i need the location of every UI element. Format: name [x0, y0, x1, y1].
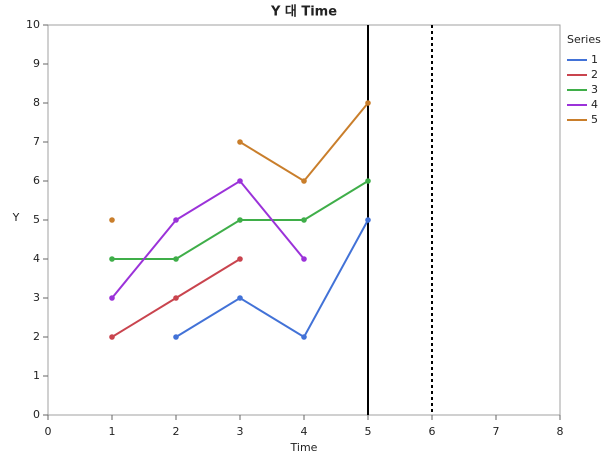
- y-tick-label: 9: [33, 57, 40, 70]
- data-point: [173, 295, 179, 301]
- y-tick-label: 4: [33, 252, 40, 265]
- legend-label: 2: [591, 68, 598, 81]
- y-tick-label: 8: [33, 96, 40, 109]
- y-tick-label: 10: [26, 18, 40, 31]
- data-point: [173, 217, 179, 223]
- chart-title: Y 대 Time: [270, 5, 337, 20]
- y-tick-label: 7: [33, 135, 40, 148]
- data-point: [237, 178, 243, 184]
- data-point: [237, 139, 243, 145]
- data-point: [365, 217, 371, 223]
- data-point: [237, 217, 243, 223]
- legend-title: Series: [567, 33, 601, 46]
- x-tick-label: 1: [109, 425, 116, 438]
- data-point: [109, 334, 115, 340]
- data-point: [109, 295, 115, 301]
- data-point: [365, 178, 371, 184]
- x-tick-label: 0: [45, 425, 52, 438]
- y-tick-label: 0: [33, 408, 40, 421]
- x-tick-label: 2: [173, 425, 180, 438]
- x-tick-label: 5: [365, 425, 372, 438]
- x-tick-label: 7: [493, 425, 500, 438]
- y-tick-label: 5: [33, 213, 40, 226]
- data-point: [301, 256, 307, 262]
- data-point: [173, 334, 179, 340]
- x-tick-label: 3: [237, 425, 244, 438]
- x-tick-label: 6: [429, 425, 436, 438]
- x-tick-label: 8: [557, 425, 564, 438]
- legend-label: 1: [591, 53, 598, 66]
- y-axis-label: Y: [12, 211, 20, 224]
- data-point: [237, 295, 243, 301]
- legend-label: 4: [591, 98, 598, 111]
- x-axis-label: Time: [290, 441, 318, 454]
- data-point: [301, 334, 307, 340]
- data-point: [173, 256, 179, 262]
- legend-label: 3: [591, 83, 598, 96]
- y-tick-label: 3: [33, 291, 40, 304]
- series-line: [175, 219, 369, 339]
- y-tick-label: 6: [33, 174, 40, 187]
- y-tick-label: 2: [33, 330, 40, 343]
- data-point: [109, 217, 115, 223]
- series-line: [111, 179, 305, 299]
- y-tick-label: 1: [33, 369, 40, 382]
- data-point: [301, 178, 307, 184]
- x-tick-label: 4: [301, 425, 308, 438]
- data-point: [301, 217, 307, 223]
- legend-label: 5: [591, 113, 598, 126]
- data-point: [365, 100, 371, 106]
- data-point: [109, 256, 115, 262]
- data-point: [237, 256, 243, 262]
